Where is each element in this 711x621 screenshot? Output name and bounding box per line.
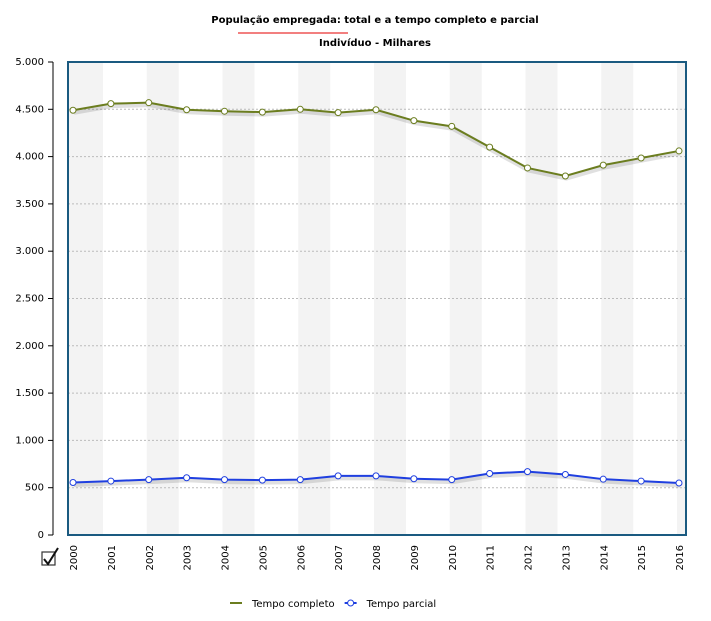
data-point xyxy=(524,164,531,172)
y-tick-label: 4.500 xyxy=(15,104,44,115)
data-point xyxy=(448,122,456,130)
legend-label: Tempo parcial xyxy=(366,599,437,610)
y-tick-label: 1.000 xyxy=(15,435,44,446)
data-point xyxy=(145,99,153,107)
x-tick-label: 2014 xyxy=(599,545,610,570)
data-point xyxy=(145,476,153,484)
plot-frame xyxy=(67,61,687,536)
data-point xyxy=(258,476,266,484)
data-point xyxy=(599,161,607,169)
data-point xyxy=(448,476,456,484)
data-point xyxy=(410,475,418,483)
x-tick-label: 2002 xyxy=(145,545,156,570)
x-tick-label: 2013 xyxy=(561,545,572,570)
x-tick-label: 2006 xyxy=(296,545,307,570)
data-point xyxy=(410,117,418,125)
data-point xyxy=(69,106,77,114)
data-point xyxy=(637,154,645,162)
data-point xyxy=(107,100,115,108)
y-tick-label: 5.000 xyxy=(15,57,44,68)
x-tick-label: 2008 xyxy=(372,545,383,570)
y-tick-label: 2.500 xyxy=(15,294,44,305)
y-tick-label: 1.500 xyxy=(15,388,44,399)
y-tick-label: 3.500 xyxy=(15,199,44,210)
x-tick-label: 2004 xyxy=(221,545,232,570)
data-point xyxy=(221,476,228,484)
data-point xyxy=(561,172,569,180)
data-point xyxy=(334,109,342,117)
data-point xyxy=(296,105,304,113)
y-tick-label: 2.000 xyxy=(15,341,44,352)
data-point xyxy=(486,470,494,478)
data-point xyxy=(561,470,569,478)
y-tick-label: 4.000 xyxy=(15,152,44,163)
x-tick-label: 2010 xyxy=(448,545,459,570)
data-point xyxy=(675,147,683,155)
x-tick-label: 2009 xyxy=(410,545,421,570)
x-tick-label: 2011 xyxy=(486,545,497,570)
y-tick-label: 500 xyxy=(25,483,44,494)
data-point xyxy=(524,468,531,476)
x-tick-label: 2016 xyxy=(675,545,686,570)
data-point xyxy=(296,476,304,484)
x-tick-label: 2015 xyxy=(637,545,648,570)
data-point xyxy=(372,472,380,480)
data-point xyxy=(221,107,228,115)
x-tick-label: 2007 xyxy=(334,545,345,570)
data-point xyxy=(599,475,607,483)
y-tick-label: 3.000 xyxy=(15,246,44,257)
data-point xyxy=(258,108,266,116)
data-point xyxy=(69,478,77,486)
data-point xyxy=(675,479,683,487)
legend-label: Tempo completo xyxy=(251,599,335,610)
data-point xyxy=(183,474,191,482)
chart-title: População empregada: total e a tempo com… xyxy=(211,15,538,26)
x-tick-label: 2003 xyxy=(183,545,194,570)
checkmark xyxy=(43,547,59,566)
data-point xyxy=(372,106,380,114)
data-point xyxy=(334,472,342,480)
x-tick-label: 2012 xyxy=(524,545,535,570)
y-tick-label: 0 xyxy=(38,530,44,541)
legend-marker xyxy=(347,599,355,607)
x-tick-label: 2000 xyxy=(69,545,80,570)
data-point xyxy=(183,106,191,114)
checkbox-icon[interactable] xyxy=(41,547,59,566)
data-point xyxy=(486,143,494,151)
data-point xyxy=(107,477,115,485)
x-tick-label: 2005 xyxy=(258,545,269,570)
data-point xyxy=(637,477,645,485)
x-tick-label: 2001 xyxy=(107,545,118,570)
chart-subtitle: Indivíduo - Milhares xyxy=(319,37,431,49)
